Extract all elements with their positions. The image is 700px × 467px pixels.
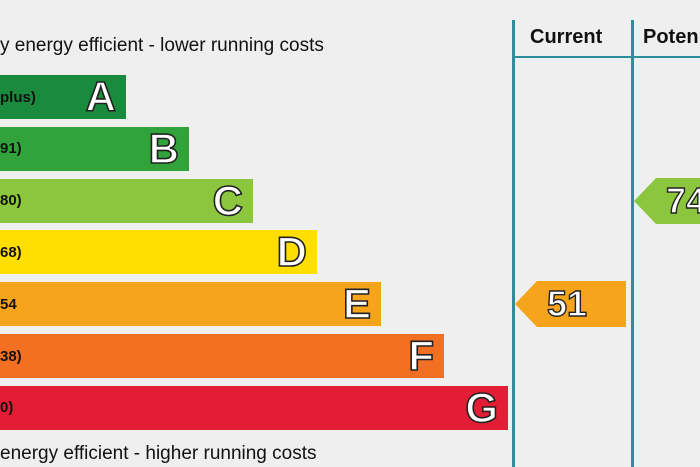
current-column-header: Current [530, 26, 603, 48]
current-arrow-shape [515, 281, 626, 328]
band-range-label: 68) [0, 243, 22, 261]
band-letter: B [148, 124, 180, 172]
potential-rating-arrow: 74 [634, 177, 700, 224]
potential-arrow-shape [634, 177, 700, 224]
band-f: 38) F [0, 334, 444, 378]
current-rating-value: 51 [546, 282, 588, 325]
band-b: 91) B [0, 124, 189, 172]
band-range-label: plus) [0, 88, 36, 106]
band-letter: D [276, 228, 308, 276]
band-g: 0) G [0, 383, 508, 431]
band-range-label: 38) [0, 347, 22, 365]
band-range-label: 54 [0, 295, 17, 313]
column-divider [631, 20, 634, 467]
bottom-caption: energy efficient - higher running costs [0, 443, 317, 464]
header-rule [512, 56, 700, 58]
top-caption: y energy efficient - lower running costs [0, 35, 324, 56]
band-letter: E [342, 280, 372, 328]
band-letter: A [85, 73, 117, 120]
band-letter: F [408, 332, 435, 379]
band-range-label: 91) [0, 140, 22, 158]
band-range-label: 80) [0, 192, 22, 210]
band-letter: G [465, 383, 499, 431]
band-c: 80) C [0, 176, 253, 224]
potential-rating-value: 74 [665, 179, 700, 221]
band-letter: C [212, 176, 244, 224]
column-divider [512, 20, 515, 467]
band-range-label: 0) [0, 399, 14, 417]
band-a: plus) A [0, 75, 126, 119]
current-rating-arrow: 51 [515, 281, 626, 328]
band-d: 68) D [0, 228, 317, 276]
band-e: 54 E [0, 280, 381, 328]
potential-column-header: Poten [643, 26, 699, 48]
